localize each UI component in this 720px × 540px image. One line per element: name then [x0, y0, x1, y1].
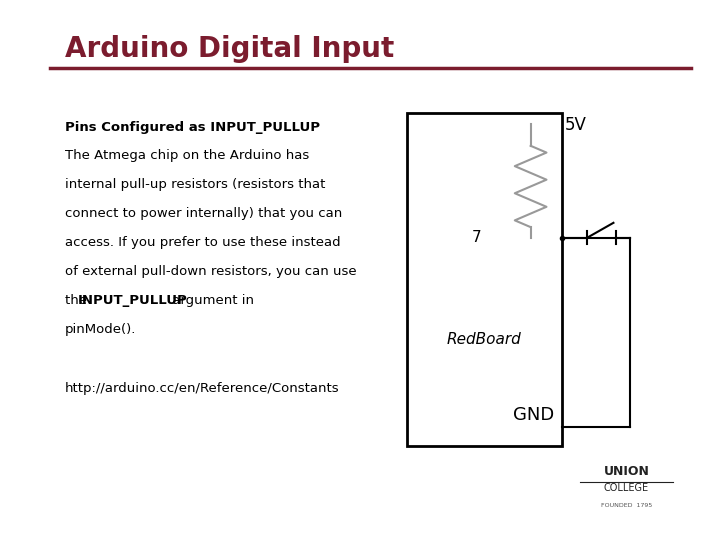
Text: 7: 7 — [472, 231, 481, 246]
Text: Pins Configured as INPUT_PULLUP: Pins Configured as INPUT_PULLUP — [65, 122, 320, 134]
Text: The Atmega chip on the Arduino has: The Atmega chip on the Arduino has — [65, 148, 309, 161]
Text: access. If you prefer to use these instead: access. If you prefer to use these inste… — [65, 236, 341, 249]
Text: 5V: 5V — [565, 116, 587, 134]
Text: UNION: UNION — [603, 465, 649, 478]
Text: FOUNDED  1795: FOUNDED 1795 — [600, 503, 652, 508]
Bar — [407, 113, 562, 446]
Text: pinMode().: pinMode(). — [65, 323, 136, 336]
Text: argument in: argument in — [168, 294, 253, 307]
Text: internal pull-up resistors (resistors that: internal pull-up resistors (resistors th… — [65, 178, 325, 191]
Text: the: the — [65, 294, 91, 307]
Text: Arduino Digital Input: Arduino Digital Input — [65, 35, 394, 63]
Text: connect to power internally) that you can: connect to power internally) that you ca… — [65, 207, 342, 220]
Text: INPUT_PULLUP: INPUT_PULLUP — [78, 294, 187, 307]
Text: RedBoard: RedBoard — [447, 332, 521, 347]
Text: GND: GND — [513, 406, 554, 424]
Text: http://arduino.cc/en/Reference/Constants: http://arduino.cc/en/Reference/Constants — [65, 382, 339, 395]
Text: COLLEGE: COLLEGE — [604, 483, 649, 494]
Text: of external pull-down resistors, you can use: of external pull-down resistors, you can… — [65, 265, 356, 278]
